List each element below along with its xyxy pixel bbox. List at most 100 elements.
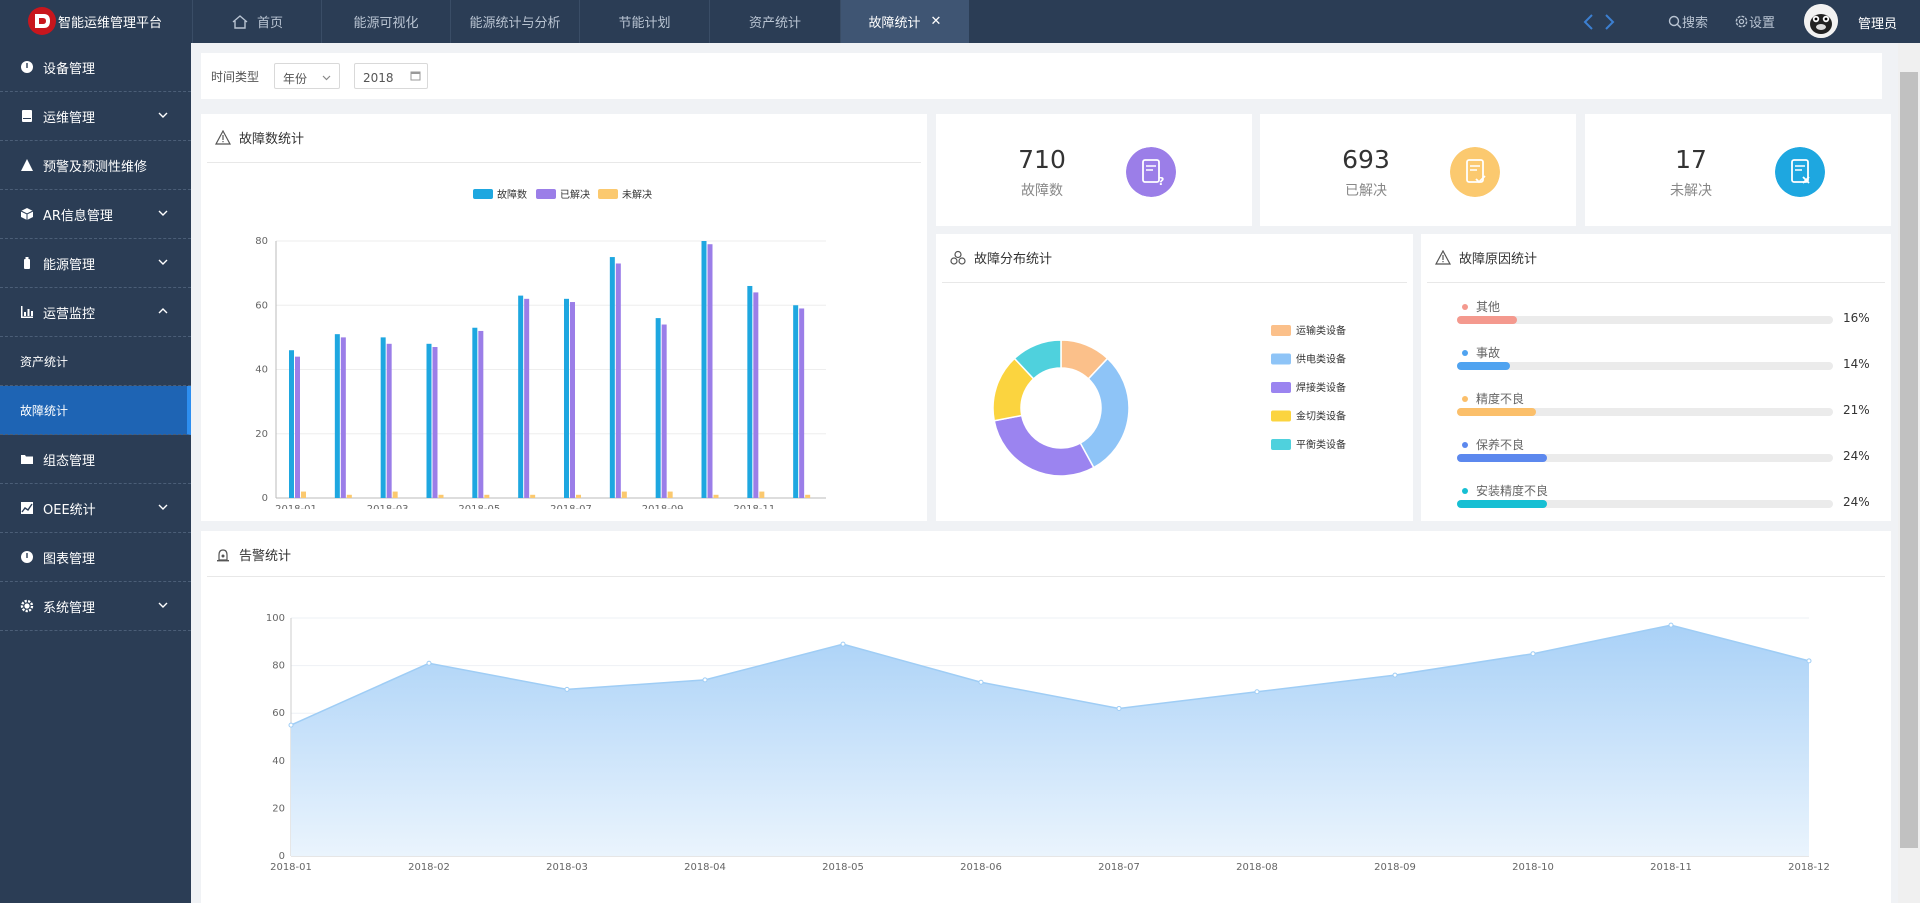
- bar: [576, 494, 581, 498]
- tab-home[interactable]: 首页: [192, 0, 321, 43]
- donut-slice: [993, 414, 1095, 477]
- data-point: [978, 679, 984, 685]
- panel-title: 故障数统计: [239, 132, 305, 147]
- panel-title: 故障原因统计: [1459, 252, 1538, 267]
- bar: [438, 494, 444, 498]
- fault-cause-panel: 故障原因统计 其他 16% 事故 14% 精度不良 21% 保养不良 24%: [1421, 234, 1891, 521]
- chevron-left-icon: [1583, 14, 1593, 30]
- cause-progress-track: [1457, 454, 1833, 462]
- panel-title: 告警统计: [239, 549, 292, 564]
- sidebar-item-early-warning[interactable]: 预警及预测性维修: [0, 141, 191, 190]
- cause-row: 事故 14%: [1457, 344, 1877, 384]
- chevron-down-icon: [158, 112, 168, 118]
- settings-button[interactable]: 设置: [1734, 12, 1775, 31]
- sidebar-item-oee[interactable]: OEE统计: [0, 484, 191, 533]
- sidebar-item-configuration[interactable]: 组态管理: [0, 435, 191, 484]
- legend-swatch: [1271, 353, 1291, 365]
- year-picker[interactable]: 2018: [354, 63, 428, 89]
- main-content: 时间类型 年份 2018 故障数统计 故障数已解决未解决020406080201…: [191, 43, 1898, 903]
- period-select[interactable]: 年份: [274, 63, 340, 89]
- cause-dot: [1462, 442, 1468, 448]
- search-button[interactable]: 搜索: [1668, 12, 1708, 31]
- panel-title: 故障分布统计: [974, 252, 1053, 267]
- search-icon: [1668, 15, 1682, 28]
- y-tick-label: 20: [272, 803, 285, 814]
- sidebar-item-system[interactable]: 系统管理: [0, 582, 191, 631]
- tab-label: 首页: [256, 16, 283, 31]
- sidebar-item-ar-info[interactable]: AR信息管理: [0, 190, 191, 239]
- legend-swatch: [1271, 410, 1291, 422]
- chevron-right-icon: [1605, 14, 1615, 30]
- x-tick-label: 2018-09: [1374, 862, 1416, 873]
- chevron-down-icon: [158, 210, 168, 216]
- alarm-area-chart: 0 20 40 60 80 100 2018-01 2018-02 2018-03 2018-04…: [266, 613, 1830, 873]
- bar: [380, 337, 386, 498]
- y-tick-label: 100: [266, 613, 285, 624]
- tab-label: 能源统计与分析: [469, 16, 561, 31]
- sidebar-item-label: AR信息管理: [43, 208, 113, 224]
- chevron-down-icon: [158, 259, 168, 265]
- bar: [793, 305, 799, 498]
- avatar-image: [1804, 4, 1838, 38]
- stat-label: 未解决: [1670, 183, 1712, 199]
- document-question-icon: ?: [1126, 147, 1176, 197]
- legend-label: 平衡类设备: [1296, 438, 1346, 451]
- data-point: [840, 641, 846, 647]
- user-name[interactable]: 管理员: [1858, 17, 1898, 32]
- x-tick-label: 2018-08: [1236, 862, 1278, 873]
- brand[interactable]: 智能运维管理平台: [0, 0, 192, 43]
- divider: [207, 576, 1885, 577]
- sidebar-item-label: 故障统计: [20, 403, 69, 418]
- legend-label: 焊接类设备: [1296, 381, 1346, 394]
- sidebar-item-chart-management[interactable]: 图表管理: [0, 533, 191, 582]
- x-tick-label: 2018-12: [1788, 862, 1830, 873]
- cause-name: 安装精度不良: [1476, 484, 1549, 498]
- avatar[interactable]: [1804, 4, 1838, 38]
- bar: [615, 263, 621, 498]
- stat-card-total-faults: 710 故障数 ?: [936, 114, 1252, 226]
- legend-label: 未解决: [622, 188, 652, 201]
- close-icon[interactable]: ✕: [930, 14, 942, 29]
- sidebar-item-operations-monitoring[interactable]: 运营监控: [0, 288, 191, 337]
- sidebar-item-label: 图表管理: [43, 551, 96, 567]
- tab-label: 能源可视化: [353, 16, 419, 31]
- sidebar-item-energy[interactable]: 能源管理: [0, 239, 191, 288]
- tab-scroll-arrows[interactable]: [1580, 11, 1620, 33]
- legend-item: 供电类设备: [1271, 353, 1346, 366]
- data-point: [702, 677, 708, 683]
- tab-label: 节能计划: [618, 16, 671, 31]
- scrollbar-thumb[interactable]: [1900, 72, 1918, 848]
- sidebar-item-equipment[interactable]: 设备管理: [0, 43, 191, 92]
- bar: [799, 308, 805, 498]
- tab-energy-analysis[interactable]: 能源统计与分析: [450, 0, 579, 43]
- data-point: [1116, 705, 1122, 711]
- cause-dot: [1462, 350, 1468, 356]
- tab-asset-statistics[interactable]: 资产统计: [709, 0, 840, 43]
- data-point: [1530, 651, 1536, 657]
- cluster-icon: [950, 250, 966, 265]
- x-tick-label: 2018-01: [275, 504, 317, 509]
- legend-swatch: [536, 189, 556, 199]
- chevron-up-icon: [158, 308, 168, 314]
- sidebar-subitem-asset-statistics[interactable]: 资产统计: [0, 337, 191, 386]
- sidebar-subitem-fault-statistics[interactable]: 故障统计: [0, 386, 191, 435]
- bar: [713, 494, 719, 498]
- x-tick-label: 2018-06: [960, 862, 1002, 873]
- cause-progress-fill: [1457, 500, 1548, 508]
- legend-item: 已解决: [536, 188, 590, 201]
- tab-fault-statistics[interactable]: 故障统计 ✕: [840, 0, 969, 43]
- stat-label: 故障数: [1021, 183, 1063, 199]
- app-title: 智能运维管理平台: [58, 16, 163, 31]
- y-tick-label: 20: [255, 429, 268, 440]
- donut-slice: [1013, 339, 1062, 380]
- bar: [484, 494, 490, 498]
- tab-energy-plan[interactable]: 节能计划: [579, 0, 709, 43]
- divider: [942, 282, 1407, 283]
- sidebar-item-maintenance[interactable]: 运维管理: [0, 92, 191, 141]
- bar: [759, 491, 765, 498]
- logo-icon: [28, 7, 56, 35]
- cause-percent: 14%: [1843, 357, 1870, 371]
- tab-energy-visualization[interactable]: 能源可视化: [321, 0, 450, 43]
- top-bar: 智能运维管理平台 首页 能源可视化 能源统计与分析 节能计划 资产统计 故障统计…: [0, 0, 1920, 43]
- chevron-down-icon: [158, 602, 168, 608]
